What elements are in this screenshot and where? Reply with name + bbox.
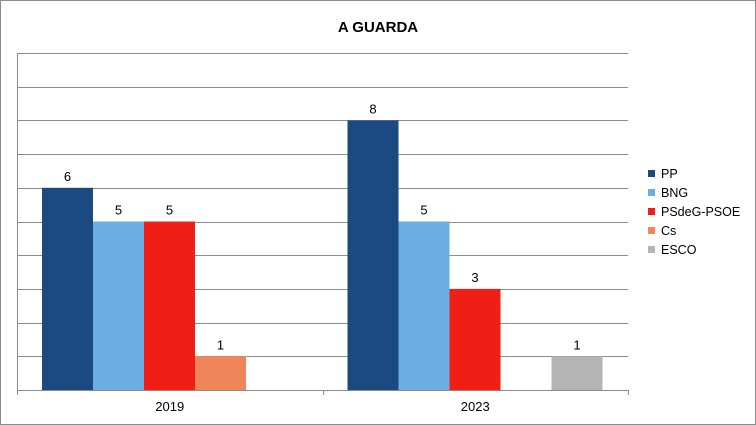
legend-swatch: [648, 246, 655, 253]
data-label: 1: [217, 337, 224, 352]
data-label: 5: [420, 203, 427, 218]
legend-item: PP: [648, 164, 740, 183]
bar-pp-2023: [347, 120, 399, 391]
legend-item: Cs: [648, 221, 740, 240]
x-tick-label: 2019: [155, 399, 184, 414]
legend-swatch: [648, 189, 655, 196]
legend-swatch: [648, 227, 655, 234]
data-label: 3: [471, 270, 478, 285]
legend-swatch: [648, 170, 655, 177]
legend-item: ESCO: [648, 240, 740, 259]
legend-label: Cs: [661, 223, 677, 238]
data-label: 8: [369, 101, 376, 116]
data-label: 5: [166, 203, 173, 218]
bar-cs-2019: [195, 356, 246, 390]
data-label: 6: [64, 169, 71, 184]
bar-psdeg-psoe-2023: [449, 288, 501, 390]
legend-label: ESCO: [661, 242, 697, 257]
legend: PP BNG PSdeG-PSOE Cs ESCO: [648, 164, 740, 259]
bar-bng-2019: [93, 221, 144, 390]
data-label: 5: [115, 203, 122, 218]
legend-label: BNG: [661, 185, 689, 200]
bar-bng-2023: [398, 221, 450, 390]
chart-title: A GUARDA: [337, 19, 419, 36]
legend-swatch: [648, 208, 655, 215]
data-label: 1: [573, 337, 580, 352]
legend-label: PP: [661, 166, 678, 181]
x-tick-label: 2023: [461, 399, 490, 414]
bar-psdeg-psoe-2019: [144, 221, 195, 390]
legend-label: PSdeG-PSOE: [661, 204, 741, 219]
legend-item: PSdeG-PSOE: [648, 202, 740, 221]
legend-item: BNG: [648, 183, 740, 202]
bar-esco-2023: [551, 356, 603, 390]
bar-pp-2019: [42, 187, 93, 390]
